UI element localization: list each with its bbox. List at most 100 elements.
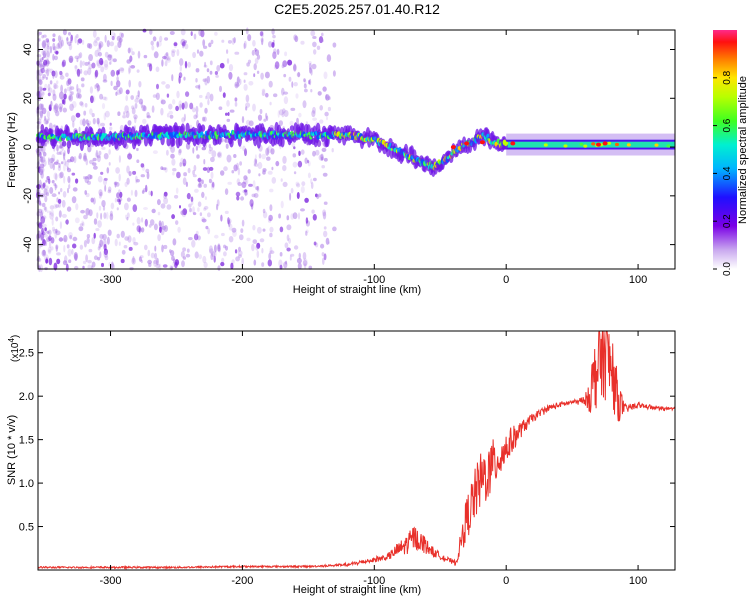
- heatmap-noise-dot: [68, 184, 71, 189]
- heatmap-noise-dot: [174, 194, 179, 199]
- heatmap-noise-dot: [241, 219, 245, 227]
- heatmap-noise-dot: [91, 237, 96, 245]
- heatmap-noise-dot: [109, 126, 113, 131]
- heatmap-noise-dot: [289, 255, 292, 261]
- heatmap-noise-dot: [204, 196, 207, 201]
- snr-multiplier-text: (x104): [7, 335, 21, 362]
- heatmap-noise-dot: [298, 252, 301, 259]
- heatmap-noise-dot: [171, 74, 174, 82]
- heatmap-band-highlight: [607, 141, 612, 145]
- heatmap-band-highlight: [654, 143, 659, 147]
- heatmap-noise-dot: [53, 203, 58, 209]
- heatmap-noise-dot: [45, 192, 50, 197]
- heatmap-noise-dot: [233, 164, 238, 172]
- heatmap-noise-dot: [143, 207, 148, 210]
- heatmap-noise-dot: [79, 223, 84, 227]
- heatmap-noise-dot: [203, 261, 208, 268]
- heatmap-noise-dot: [69, 85, 72, 94]
- heatmap-noise-dot: [202, 255, 207, 264]
- heatmap-noise-dot: [240, 228, 244, 234]
- heatmap-noise-dot: [217, 243, 221, 250]
- heatmap-noise-dot: [148, 224, 152, 228]
- heatmap-noise-dot: [236, 178, 240, 185]
- heatmap-noise-dot: [103, 177, 108, 181]
- heatmap-noise-dot: [311, 209, 315, 214]
- heatmap-noise-dot: [307, 172, 311, 179]
- heatmap-noise-dot: [153, 259, 157, 267]
- heatmap-noise-dot: [286, 247, 291, 252]
- heatmap-noise-dot: [131, 105, 135, 110]
- heatmap-noise-dot: [38, 69, 43, 76]
- heatmap-noise-dot: [41, 56, 44, 61]
- heatmap-noise-dot: [224, 138, 227, 143]
- heatmap-noise-dot: [266, 115, 269, 121]
- snr-x-tick-label: -100: [363, 575, 385, 587]
- heatmap-noise-dot: [179, 103, 182, 111]
- heatmap-noise-dot: [63, 164, 66, 172]
- heatmap-noise-dot: [217, 152, 221, 157]
- heatmap-noise-dot: [116, 207, 119, 211]
- heatmap-peak-spot: [602, 141, 608, 146]
- heatmap-noise-dot: [84, 103, 88, 108]
- heatmap-noise-dot: [132, 237, 136, 244]
- heatmap-noise-dot: [211, 251, 216, 257]
- heatmap-noise-dot: [257, 161, 263, 170]
- heatmap-noise-dot: [326, 116, 328, 121]
- heatmap-noise-dot: [114, 238, 118, 247]
- heatmap-noise-dot: [87, 180, 91, 185]
- spectrogram-x-tick-label: -100: [363, 274, 385, 286]
- heatmap-noise-dot: [259, 238, 265, 243]
- heatmap-noise-dot: [98, 189, 103, 196]
- heatmap-noise-dot: [138, 226, 141, 234]
- heatmap-noise-dot: [130, 65, 136, 69]
- heatmap-noise-dot: [119, 191, 123, 198]
- heatmap-noise-dot: [67, 78, 72, 85]
- heatmap-noise-dot: [155, 92, 160, 101]
- heatmap-noise-dot: [133, 241, 139, 246]
- heatmap-noise-dot: [317, 91, 322, 96]
- heatmap-noise-dot: [62, 191, 67, 198]
- heatmap-noise-dot: [178, 148, 182, 154]
- heatmap-noise-dot: [132, 204, 138, 213]
- heatmap-noise-dot: [199, 50, 204, 57]
- heatmap-noise-dot: [203, 207, 207, 211]
- heatmap-noise-dot: [63, 158, 67, 166]
- heatmap-noise-dot: [157, 199, 161, 206]
- heatmap-noise-dot: [131, 257, 136, 265]
- heatmap-noise-dot: [230, 262, 234, 270]
- heatmap-noise-dot: [232, 230, 237, 238]
- heatmap-noise-dot: [59, 70, 63, 76]
- heatmap-noise-dot: [223, 166, 228, 172]
- heatmap-noise-dot: [99, 251, 102, 259]
- heatmap-noise-dot: [256, 242, 261, 249]
- heatmap-noise-dot: [195, 105, 199, 114]
- heatmap-noise-dot: [128, 246, 133, 251]
- heatmap-noise-dot: [251, 193, 256, 198]
- heatmap-noise-dot: [238, 254, 242, 258]
- heatmap-noise-dot: [87, 259, 92, 264]
- heatmap-band-highlight: [563, 144, 568, 148]
- heatmap-noise-dot: [199, 212, 203, 217]
- heatmap-noise-dot: [185, 91, 190, 97]
- heatmap-noise-dot: [278, 259, 283, 268]
- heatmap-noise-dot: [90, 197, 94, 203]
- heatmap-noise-dot: [101, 103, 106, 110]
- heatmap-noise-dot: [52, 33, 56, 38]
- heatmap-noise-dot: [92, 197, 96, 205]
- heatmap-noise-dot: [302, 252, 307, 260]
- heatmap-noise-dot: [209, 93, 214, 102]
- heatmap-noise-dot: [96, 212, 99, 219]
- heatmap-noise-dot: [264, 71, 270, 79]
- heatmap-noise-dot: [292, 153, 297, 158]
- heatmap-noise-dot: [305, 230, 308, 236]
- heatmap-noise-dot: [208, 144, 211, 148]
- heatmap-noise-dot: [52, 71, 55, 79]
- heatmap-noise-dot: [46, 230, 50, 234]
- heatmap-noise-dot: [192, 147, 195, 154]
- heatmap-noise-dot: [192, 174, 197, 178]
- heatmap-noise-dot: [119, 32, 123, 38]
- heatmap-noise-dot: [248, 120, 254, 127]
- heatmap-noise-dot: [218, 247, 221, 253]
- heatmap-noise-dot: [111, 36, 115, 41]
- heatmap-noise-dot: [168, 103, 173, 110]
